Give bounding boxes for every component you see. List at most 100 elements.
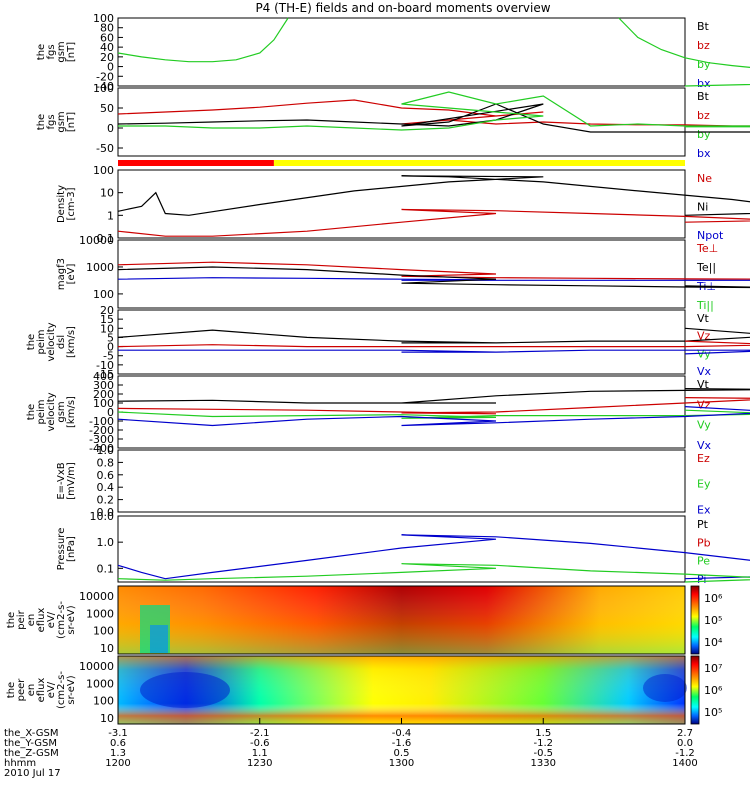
x-row-label: the_X-GSM	[4, 728, 58, 739]
y-axis-label: the	[6, 682, 17, 698]
y-axis-label: the	[26, 404, 37, 420]
series-line-Ni	[117, 175, 750, 216]
series-line-Ne	[117, 208, 750, 237]
series-line-Te⊥	[117, 261, 750, 280]
y-tick-label: 20	[100, 304, 114, 317]
y-tick-label: 1000	[86, 261, 114, 274]
series-line-Ti⊥	[117, 277, 750, 281]
x-row-value: -3.1	[108, 728, 128, 739]
legend-entry: by	[697, 58, 711, 71]
legend-entry: Vx	[697, 439, 712, 452]
y-axis-label: fgs	[46, 44, 57, 59]
legend-entry: Vz	[697, 398, 711, 411]
y-tick-label: -200	[89, 424, 114, 437]
colorbar-tick-label: 10⁴	[704, 636, 723, 649]
y-tick-label: 1000	[86, 677, 114, 690]
x-row-value: 0.6	[110, 738, 126, 749]
colorbar-peir	[690, 585, 700, 655]
y-axis-label: [cm-3]	[66, 187, 77, 220]
mode-segment-0	[118, 160, 274, 166]
y-tick-label: 0.4	[97, 481, 115, 494]
series-line-Pe	[117, 563, 750, 583]
y-tick-label: 0.6	[97, 469, 115, 482]
y-tick-label: 100	[93, 12, 114, 25]
colorbar-tick-label: 10⁷	[704, 662, 722, 675]
y-axis-label: fgs	[46, 114, 57, 129]
y-tick-label: 100	[93, 625, 114, 638]
legend-entry: Ni	[697, 201, 708, 214]
legend-entry: Pb	[697, 536, 711, 549]
panel-frame	[117, 515, 686, 583]
y-tick-label: -400	[89, 442, 114, 455]
date-label: 2010 Jul 17	[4, 768, 61, 779]
chart-title: P4 (TH-E) fields and on-board moments ov…	[255, 1, 550, 15]
legend-entry: Vy	[697, 419, 711, 432]
y-tick-label: -15	[96, 368, 114, 381]
y-tick-label: 0	[107, 341, 114, 354]
y-tick-label: 0.8	[97, 456, 115, 469]
x-row-value: 2.7	[677, 728, 693, 739]
legend-entry: Vy	[697, 347, 711, 360]
x-row-value: -1.2	[675, 748, 695, 759]
legend-entry: Pe	[697, 555, 710, 568]
series-line-by	[118, 91, 750, 131]
y-tick-label: -20	[96, 70, 114, 83]
y-tick-label: 20	[100, 51, 114, 64]
y-axis-label: (cm2-s-	[56, 671, 67, 709]
y-tick-label: 400	[93, 370, 114, 383]
y-tick-label: 10000	[79, 660, 114, 673]
legend-entry: Te||	[696, 261, 716, 274]
x-row-value: 1300	[389, 758, 414, 769]
x-row-value: -1.2	[533, 738, 553, 749]
x-row-value: 1400	[672, 758, 697, 769]
panel-pressure: 10.0 1.0 0.1 Pressure [nPa] Pt Pb Pe Pi	[56, 510, 750, 586]
y-tick-label: 100	[93, 397, 114, 410]
colorbar-tick-label: 10⁵	[704, 706, 722, 719]
x-row-value: -1.6	[392, 738, 412, 749]
y-tick-label: 10.0	[90, 510, 115, 523]
panel-frame	[117, 449, 686, 513]
y-axis-label: en	[26, 614, 37, 627]
panel-density: 100 10 1 0.1 Density [cm-3] Ne Ni Npot	[56, 164, 750, 245]
legend-entry: bz	[697, 39, 710, 52]
legend-entry: Vt	[697, 378, 710, 391]
y-axis-label: velocity	[46, 392, 57, 431]
y-tick-label: 1	[107, 209, 114, 222]
y-tick-label: 10	[100, 322, 114, 335]
y-tick-label: 1000	[86, 607, 114, 620]
legend-entry: Bt	[697, 90, 710, 103]
y-tick-label: 100	[93, 695, 114, 708]
series-line-Pi	[117, 534, 750, 580]
panel-e_vxb: 1.00.80.60.40.20.0 E=-VxB [mV/m] Ez Ey Ex	[56, 444, 711, 519]
legend-entry: Vt	[697, 312, 710, 325]
x-row-value: 0.5	[394, 748, 410, 759]
y-tick-label: 200	[93, 388, 114, 401]
colorbar-tick-label: 10⁶	[704, 592, 723, 605]
series-line-Vx	[118, 349, 750, 355]
x-row-value: 1330	[531, 758, 556, 769]
y-tick-label: -100	[89, 415, 114, 428]
series-line-Te||	[117, 266, 750, 289]
panel-frame	[117, 17, 686, 87]
y-axis-label: [nT]	[66, 112, 77, 132]
y-tick-label: -300	[89, 433, 114, 446]
x-row-value: 1200	[105, 758, 130, 769]
x-row-value: -0.5	[533, 748, 553, 759]
panel-fgs_gsm_2: 100 50 0 -50 the fgs gsm [nT] Bt bz by bx	[36, 82, 750, 160]
y-tick-label: 60	[100, 31, 114, 44]
y-tick-label: 0.0	[97, 506, 115, 519]
y-axis-label: dsl	[56, 335, 67, 349]
x-row-label: hhmm	[4, 758, 36, 769]
x-row-label: the_Z-GSM	[4, 748, 59, 759]
y-axis-label: E=-VxB	[56, 462, 67, 499]
y-tick-label: 80	[100, 22, 114, 35]
y-tick-label: 50	[100, 102, 114, 115]
legend-entry: Pt	[697, 518, 709, 531]
y-tick-label: 0	[107, 406, 114, 419]
y-tick-label: 100	[93, 288, 114, 301]
y-axis-label: eflux	[36, 678, 47, 703]
y-axis-label: eflux	[36, 608, 47, 633]
y-axis-label: the	[26, 334, 37, 350]
